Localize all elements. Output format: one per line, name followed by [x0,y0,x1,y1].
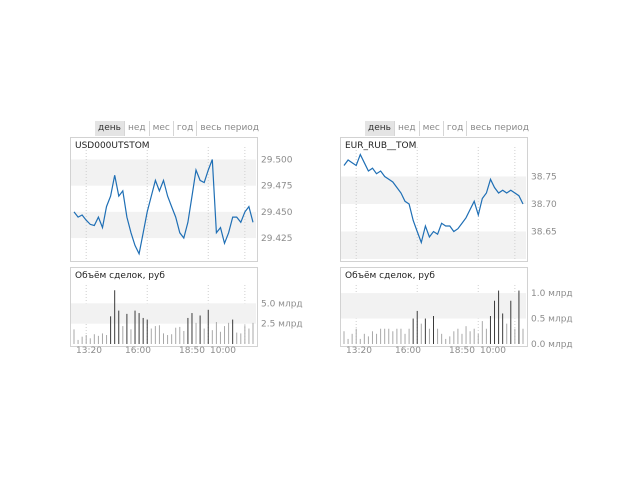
tab-all-period[interactable]: весь период [466,121,532,136]
price-tick-label: 29.450 [261,208,293,218]
tab-year[interactable]: год [172,121,196,136]
volume-tick-label: 5.0 млрд [261,299,303,309]
volume-title: Объём сделок, руб [75,271,165,281]
x-axis-labels: 13:20 16:00 18:50 10:00 [340,346,540,358]
price-tick-label: 29.500 [261,155,293,165]
usd-chart-svg: 29.500 29.475 29.450 29.425 5.0 млрд 2.5 млрд [71,147,303,344]
volume-tick-label: 2.5 млрд [261,320,303,330]
tab-day[interactable]: день [95,121,124,136]
price-tick-label: 29.425 [261,234,293,244]
x-tick-label: 13:20 [346,346,372,356]
x-tick-label: 16:00 [125,346,151,356]
x-tick-label: 10:00 [210,346,236,356]
price-tick-label: 29.475 [261,182,293,192]
price-panel: USD000UTSTOM [70,137,258,262]
x-tick-label: 13:20 [76,346,102,356]
volume-tick-label: 0.5 млрд [531,315,573,325]
price-series-line [343,152,524,245]
tab-all-period[interactable]: весь период [196,121,262,136]
volume-title: Объём сделок, руб [345,271,435,281]
tab-year[interactable]: год [442,121,466,136]
tab-month[interactable]: мес [148,121,173,136]
price-grid-band [341,231,526,259]
price-tick-label: 38.65 [531,228,557,238]
volume-tick-label: 1.0 млрд [531,289,573,299]
price-tick-label: 38.70 [531,200,557,210]
period-tabs: день нед мес год весь период [365,121,532,136]
x-tick-label: 18:50 [179,346,205,356]
usd-chart-widget: день нед мес год весь период USD000UTSTO… [70,121,370,361]
x-tick-label: 16:00 [395,346,421,356]
eur-chart-svg: 38.75 38.70 38.65 1.0 млрд 0.5 млрд 0.0 млрд [341,147,573,350]
tab-day[interactable]: день [365,121,394,136]
x-tick-label: 18:50 [449,346,475,356]
volume-tick-label: 0.0 млрд [531,340,573,350]
x-axis-labels: 13:20 16:00 18:50 10:00 [70,346,270,358]
volume-grid-band [341,293,526,319]
price-grid-band [341,176,526,204]
tab-week[interactable]: нед [123,121,149,136]
price-tick-label: 38.75 [531,173,557,183]
eur-chart-widget: день нед мес год весь период EUR_RUB__TO… [340,121,640,361]
tab-week[interactable]: нед [393,121,419,136]
instrument-title: EUR_RUB__TOM [345,141,417,151]
period-tabs: день нед мес год весь период [95,121,262,136]
x-tick-label: 10:00 [480,346,506,356]
price-series-line [73,159,254,256]
instrument-title: USD000UTSTOM [75,141,150,151]
tab-month[interactable]: мес [418,121,443,136]
volume-grid-band [71,303,256,324]
